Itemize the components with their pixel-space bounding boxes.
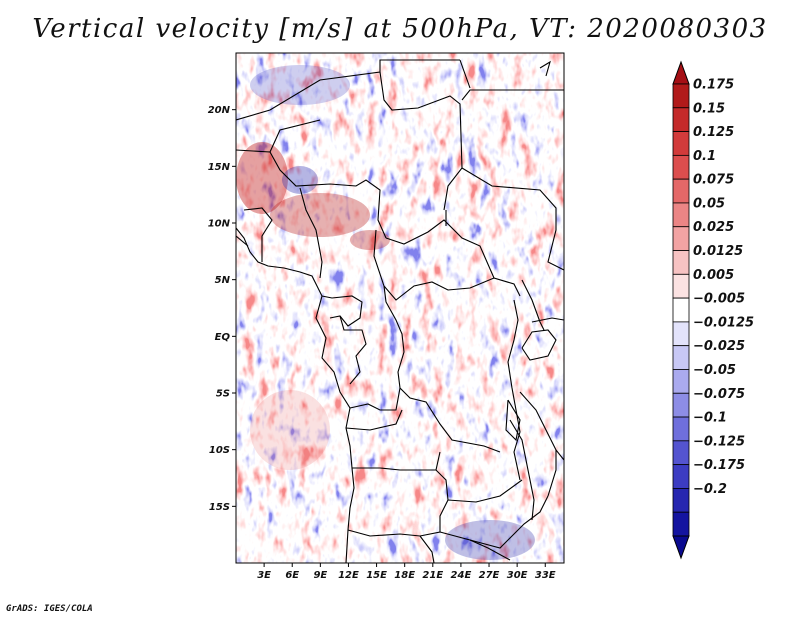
colorbar-label: −0.025 xyxy=(693,339,745,354)
lon-tick-label: 24E xyxy=(451,570,472,581)
lat-tick-label: 10S xyxy=(209,445,230,456)
colorbar-swatch xyxy=(672,83,690,109)
colorbar-swatch xyxy=(672,131,690,156)
colorbar-swatch xyxy=(672,511,690,537)
colorbar-swatch xyxy=(672,297,690,323)
colorbar: 0.175 0.15 0.125 0.1 0.075 0.05 0.025 0.0125 0.0… xyxy=(672,60,754,560)
colorbar-label: −0.1 xyxy=(693,411,727,426)
colorbar-label: −0.0125 xyxy=(693,315,754,330)
colorbar-swatch xyxy=(672,392,690,418)
colorbar-label: 0.025 xyxy=(693,220,734,235)
country-boundaries xyxy=(236,59,564,563)
colorbar-swatch xyxy=(672,107,690,132)
colorbar-label: 0.175 xyxy=(693,78,734,93)
colorbar-swatch xyxy=(672,226,690,251)
colorbar-label: 0.005 xyxy=(693,268,734,283)
colorbar-swatch xyxy=(672,273,690,299)
lon-tick-label: 6E xyxy=(285,570,299,581)
lat-tick-label: 20N xyxy=(208,105,231,116)
colorbar-swatch xyxy=(672,345,690,370)
colorbar-swatch xyxy=(672,202,690,228)
colorbar-label: 0.1 xyxy=(693,149,716,164)
lon-tick-label: 30E xyxy=(507,570,528,581)
colorbar-swatch xyxy=(672,488,690,513)
map-frame xyxy=(235,52,565,564)
colorbar-label: −0.2 xyxy=(693,482,727,497)
lon-tick-label: 15E xyxy=(366,570,387,581)
colorbar-top-arrow xyxy=(672,60,690,85)
lon-tick-label: 18E xyxy=(394,570,415,581)
grads-credit: GrADS: IGES/COLA xyxy=(6,604,93,614)
colorbar-label: −0.05 xyxy=(693,363,736,378)
colorbar-bottom-arrow xyxy=(672,535,690,560)
lat-tick-label: 10N xyxy=(208,219,231,230)
colorbar-label: −0.075 xyxy=(693,387,745,402)
colorbar-label: −0.125 xyxy=(693,434,745,449)
colorbar-label: 0.15 xyxy=(693,101,725,116)
lon-tick-label: 21E xyxy=(422,570,443,581)
lat-tick-label: 15N xyxy=(208,162,231,173)
colorbar-label: −0.175 xyxy=(693,458,745,473)
chart-title: Vertical velocity [m/s] at 500hPa, VT: 2… xyxy=(32,14,768,44)
map-axes: 20N 15N 10N 5N EQ 5S 10S 15S 3E 6E 9E 12E 15E 18E 21E 2… xyxy=(208,105,556,581)
colorbar-label: 0.125 xyxy=(693,125,734,140)
colorbar-swatch xyxy=(672,178,690,204)
lat-tick-label: 15S xyxy=(209,502,230,513)
colorbar-swatch xyxy=(672,369,690,394)
lon-tick-label: 33E xyxy=(535,570,556,581)
lon-tick-label: 27E xyxy=(479,570,500,581)
colorbar-label: 0.05 xyxy=(693,196,725,211)
colorbar-swatch xyxy=(672,250,690,275)
lon-tick-label: 9E xyxy=(313,570,327,581)
colorbar-label: 0.0125 xyxy=(693,244,743,259)
lat-tick-label: 5N xyxy=(215,275,231,286)
colorbar-label: −0.005 xyxy=(693,292,745,307)
colorbar-swatch xyxy=(672,464,690,489)
vertical-velocity-field xyxy=(236,53,564,563)
lon-tick-label: 12E xyxy=(338,570,359,581)
colorbar-swatch xyxy=(672,321,690,347)
colorbar-swatch xyxy=(672,416,690,442)
lat-tick-label: 5S xyxy=(216,389,230,400)
lat-tick-label: EQ xyxy=(215,332,231,343)
colorbar-swatch xyxy=(672,154,690,180)
lon-tick-label: 3E xyxy=(257,570,271,581)
colorbar-label: 0.075 xyxy=(693,173,734,188)
colorbar-swatch xyxy=(672,440,690,466)
